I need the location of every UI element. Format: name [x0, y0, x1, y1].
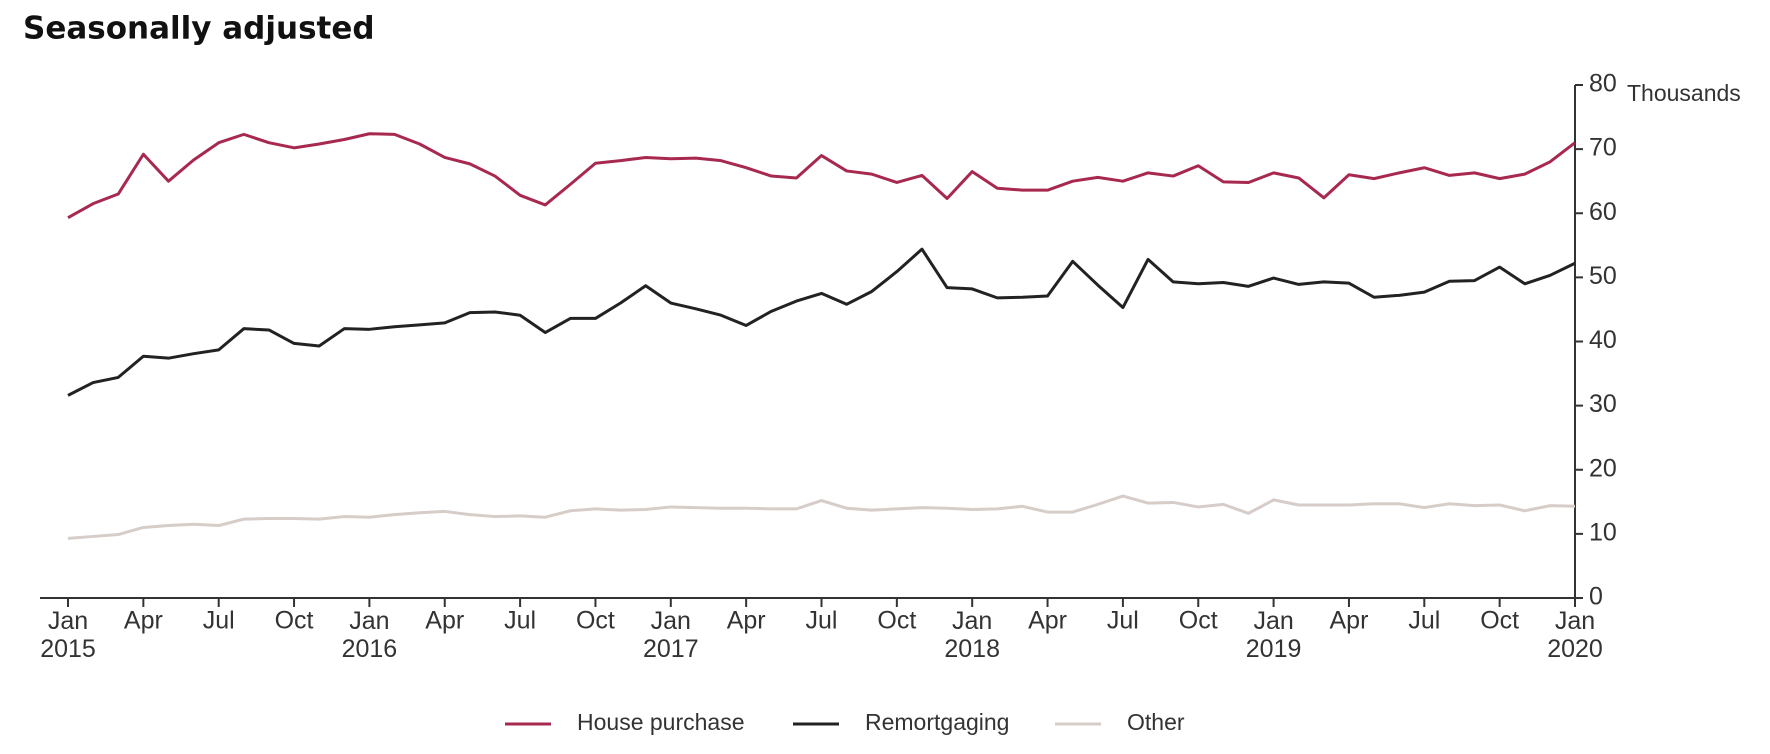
x-tick-label: Oct: [576, 607, 615, 635]
y-tick-label: 0: [1589, 583, 1603, 611]
x-tick-label: Jan 2015: [40, 607, 96, 663]
y-axis-label: Thousands: [1627, 80, 1741, 106]
x-tick-label: Jul: [806, 607, 838, 635]
x-tick-label: Jan 2017: [643, 607, 699, 663]
legend-label: Remortgaging: [865, 709, 1009, 735]
x-tick-label: Apr: [727, 607, 766, 635]
x-tick-label: Apr: [1028, 607, 1067, 635]
y-tick-label: 40: [1589, 326, 1617, 354]
x-tick-label: Oct: [1179, 607, 1218, 635]
x-tick-label: Jul: [1408, 607, 1440, 635]
y-tick-label: 30: [1589, 390, 1617, 418]
x-tick-label: Oct: [1480, 607, 1519, 635]
x-tick-label: Jan 2019: [1246, 607, 1302, 663]
y-tick-label: 20: [1589, 454, 1617, 482]
x-tick-label: Jul: [203, 607, 235, 635]
y-tick-label: 10: [1589, 518, 1617, 546]
legend-label: Other: [1127, 709, 1185, 735]
x-tick-label: Oct: [275, 607, 314, 635]
x-tick-label: Jul: [1107, 607, 1139, 635]
series-line: [67, 247, 1576, 397]
y-tick-label: 80: [1589, 70, 1617, 98]
y-tick-label: 60: [1589, 198, 1617, 226]
x-tick-label: Jan 2016: [342, 607, 398, 663]
y-tick-label: 50: [1589, 262, 1617, 290]
series-line: [67, 132, 1576, 220]
x-tick-label: Apr: [1329, 607, 1368, 635]
x-tick-label: Jul: [504, 607, 536, 635]
x-tick-label: Jan 2018: [944, 607, 1000, 663]
series-line: [67, 494, 1576, 540]
x-tick-label: Apr: [124, 607, 163, 635]
legend-label: House purchase: [577, 709, 745, 735]
x-tick-label: Apr: [425, 607, 464, 635]
y-tick-label: 70: [1589, 134, 1617, 162]
x-tick-label: Oct: [877, 607, 916, 635]
chart-title: Seasonally adjusted: [23, 11, 375, 47]
x-tick-label: Jan 2020: [1547, 607, 1603, 663]
